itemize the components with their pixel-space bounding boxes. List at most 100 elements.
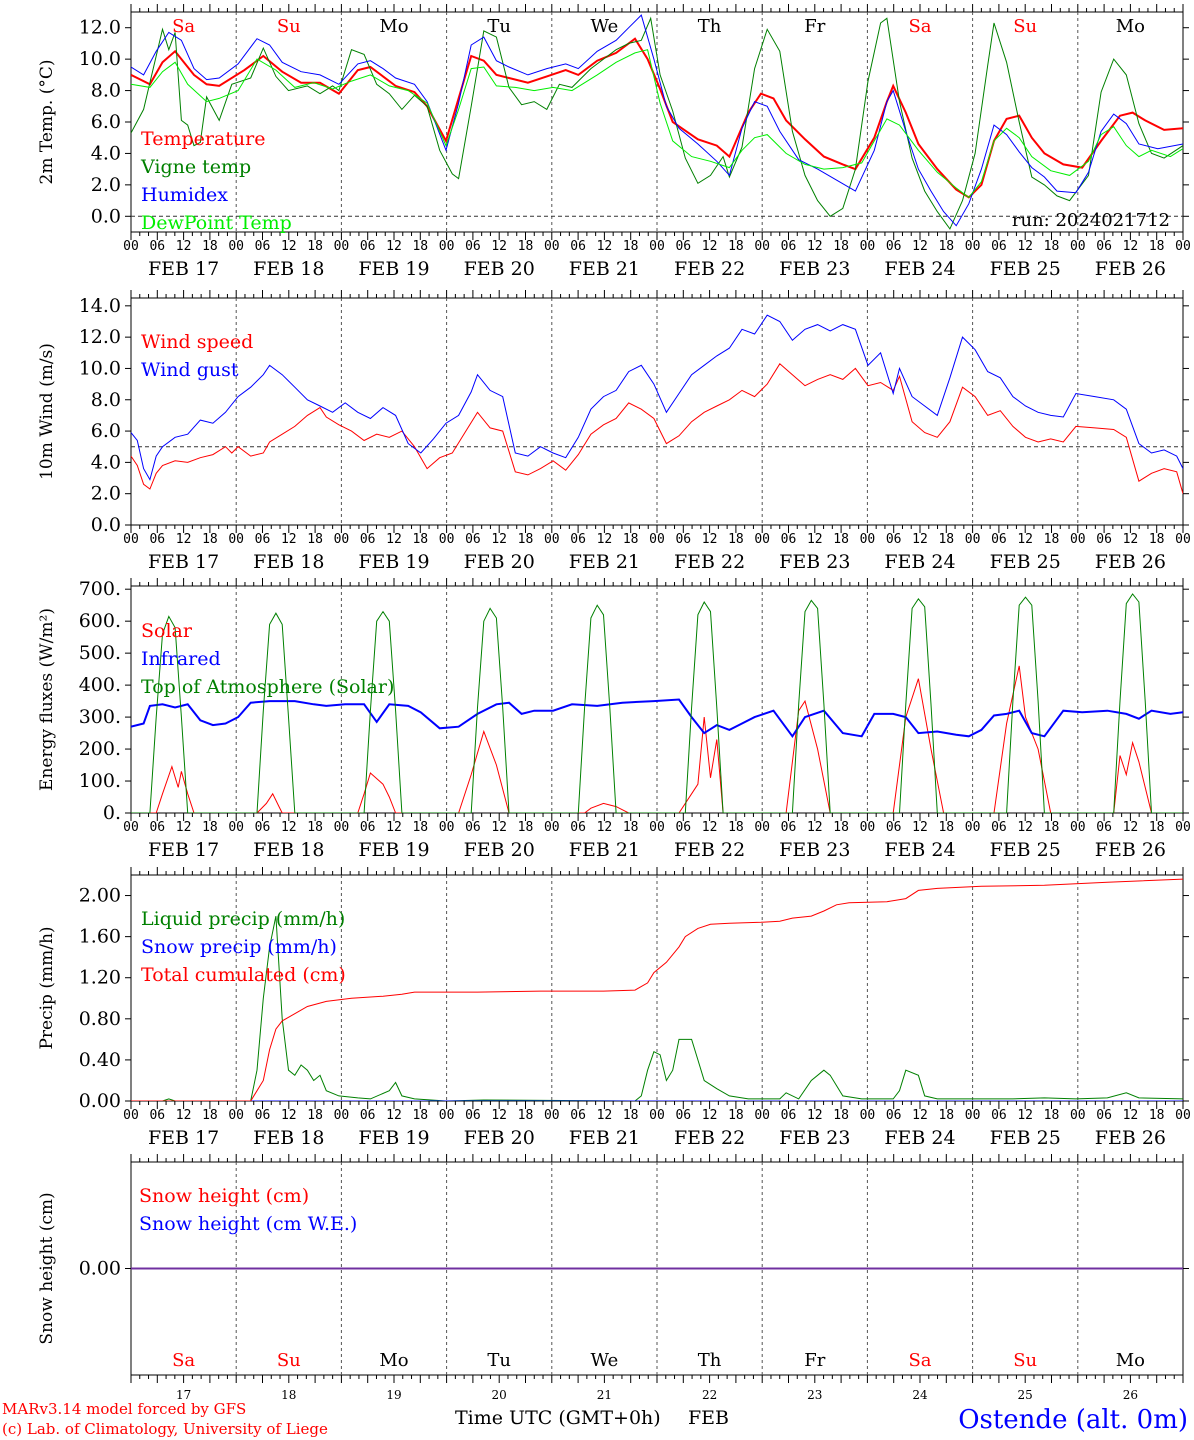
x-date-label: FEB 17 bbox=[148, 258, 219, 280]
x-hour-label: 18 bbox=[728, 239, 744, 254]
x-hour-label: 18 bbox=[833, 532, 849, 547]
y-tick-label: 0.0 bbox=[91, 205, 121, 227]
x-hour-label: 00 bbox=[439, 1108, 455, 1123]
credit-line-2: (c) Lab. of Climatology, University of L… bbox=[2, 1420, 328, 1438]
x-hour-label: 18 bbox=[833, 1108, 849, 1123]
day-number: 20 bbox=[492, 1388, 507, 1402]
x-hour-label: 00 bbox=[334, 239, 350, 254]
x-hour-label: 00 bbox=[544, 239, 560, 254]
x-hour-label: 12 bbox=[491, 239, 507, 254]
x-hour-label: 12 bbox=[491, 820, 507, 835]
x-hour-label: 18 bbox=[623, 532, 639, 547]
day-name: Th bbox=[698, 16, 722, 37]
legend-entry: Wind gust bbox=[141, 359, 239, 381]
x-hour-label: 00 bbox=[1070, 1108, 1086, 1123]
day-name: Mo bbox=[379, 1350, 408, 1371]
x-hour-label: 06 bbox=[886, 239, 902, 254]
x-hour-label: 12 bbox=[1123, 239, 1139, 254]
legend-entry: Humidex bbox=[141, 184, 228, 206]
x-hour-label: 12 bbox=[807, 820, 823, 835]
x-hour-label: 06 bbox=[255, 239, 271, 254]
x-hour-label: 00 bbox=[1175, 820, 1191, 835]
x-hour-label: 18 bbox=[938, 239, 954, 254]
x-hour-label: 12 bbox=[386, 820, 402, 835]
x-hour-label: 18 bbox=[728, 532, 744, 547]
x-hour-label: 06 bbox=[675, 532, 691, 547]
x-hour-label: 12 bbox=[807, 532, 823, 547]
x-hour-label: 00 bbox=[544, 1108, 560, 1123]
panel-1: 0.0 2.0 4.0 6.0 8.0 10.0 12.0 2m Temp. (°C) 00 06… bbox=[37, 4, 1191, 280]
panel-3: 0. 100. 200. 300. 400. 500. 600. 700. Energy flu… bbox=[37, 578, 1191, 861]
x-hour-label: 00 bbox=[860, 820, 876, 835]
x-hour-label: 12 bbox=[807, 1108, 823, 1123]
x-hour-label: 00 bbox=[544, 820, 560, 835]
x-hour-label: 00 bbox=[334, 820, 350, 835]
x-hour-label: 18 bbox=[518, 1108, 534, 1123]
day-number: 24 bbox=[912, 1388, 928, 1402]
y-tick-label: 200. bbox=[79, 738, 121, 760]
x-hour-label: 18 bbox=[412, 239, 428, 254]
x-hour-label: 18 bbox=[1149, 532, 1165, 547]
x-hour-label: 00 bbox=[754, 532, 770, 547]
x-hour-label: 00 bbox=[123, 239, 139, 254]
y-tick-label: 6.0 bbox=[91, 111, 121, 133]
x-hour-label: 00 bbox=[439, 532, 455, 547]
day-name: We bbox=[591, 16, 619, 37]
x-hour-label: 12 bbox=[597, 239, 613, 254]
x-hour-label: 00 bbox=[860, 239, 876, 254]
x-hour-label: 12 bbox=[281, 1108, 297, 1123]
x-hour-label: 06 bbox=[149, 532, 165, 547]
x-hour-label: 12 bbox=[597, 1108, 613, 1123]
x-hour-label: 12 bbox=[702, 532, 718, 547]
series-line bbox=[131, 915, 1183, 1101]
x-date-label: FEB 20 bbox=[464, 551, 535, 573]
x-hour-label: 06 bbox=[781, 820, 797, 835]
day-name: Mo bbox=[379, 16, 408, 37]
y-tick-label: 400. bbox=[79, 674, 121, 696]
y-tick-label: 8.0 bbox=[91, 389, 121, 411]
legend-entry: Vigne temp bbox=[140, 156, 251, 178]
meteogram-panels: 0.0 2.0 4.0 6.0 8.0 10.0 12.0 2m Temp. (°C) 00 06… bbox=[37, 4, 1191, 1402]
x-hour-label: 06 bbox=[149, 1108, 165, 1123]
legend-entry: Wind speed bbox=[141, 331, 253, 353]
day-name: Fr bbox=[804, 1350, 825, 1371]
x-date-label: FEB 24 bbox=[884, 551, 955, 573]
x-hour-label: 06 bbox=[675, 820, 691, 835]
y-axis-label: 10m Wind (m/s) bbox=[37, 343, 57, 480]
x-hour-label: 18 bbox=[1044, 239, 1060, 254]
x-date-label: FEB 25 bbox=[990, 839, 1061, 861]
x-hour-label: 18 bbox=[412, 820, 428, 835]
y-tick-label: 2.0 bbox=[91, 174, 121, 196]
y-tick-label: 0. bbox=[103, 802, 121, 824]
x-hour-label: 06 bbox=[991, 532, 1007, 547]
x-hour-label: 12 bbox=[702, 239, 718, 254]
x-hour-label: 18 bbox=[307, 239, 323, 254]
day-name: Sa bbox=[172, 16, 195, 37]
x-hour-label: 18 bbox=[1149, 1108, 1165, 1123]
day-name: Mo bbox=[1116, 1350, 1145, 1371]
x-hour-label: 18 bbox=[1044, 1108, 1060, 1123]
x-hour-label: 12 bbox=[281, 532, 297, 547]
x-hour-label: 06 bbox=[465, 532, 481, 547]
x-hour-label: 00 bbox=[334, 532, 350, 547]
x-hour-label: 12 bbox=[281, 239, 297, 254]
x-hour-label: 12 bbox=[702, 820, 718, 835]
x-hour-label: 18 bbox=[938, 820, 954, 835]
day-name: Su bbox=[1013, 16, 1037, 37]
x-hour-label: 18 bbox=[728, 1108, 744, 1123]
x-hour-label: 00 bbox=[439, 239, 455, 254]
x-hour-label: 18 bbox=[623, 1108, 639, 1123]
x-hour-label: 06 bbox=[1096, 1108, 1112, 1123]
x-hour-label: 12 bbox=[597, 820, 613, 835]
x-hour-label: 06 bbox=[886, 532, 902, 547]
panel-2: 0.0 2.0 4.0 6.0 8.0 10.0 12.0 14.0 10m Wind (m/s… bbox=[37, 290, 1191, 573]
y-tick-label: 0.80 bbox=[79, 1008, 121, 1030]
y-tick-label: 4.0 bbox=[91, 142, 121, 164]
x-hour-label: 18 bbox=[202, 239, 218, 254]
x-hour-label: 12 bbox=[176, 1108, 192, 1123]
x-hour-label: 06 bbox=[570, 1108, 586, 1123]
day-name: Su bbox=[277, 16, 301, 37]
day-name: Mo bbox=[1116, 16, 1145, 37]
x-date-label: FEB 23 bbox=[779, 1127, 850, 1149]
x-hour-label: 12 bbox=[386, 239, 402, 254]
